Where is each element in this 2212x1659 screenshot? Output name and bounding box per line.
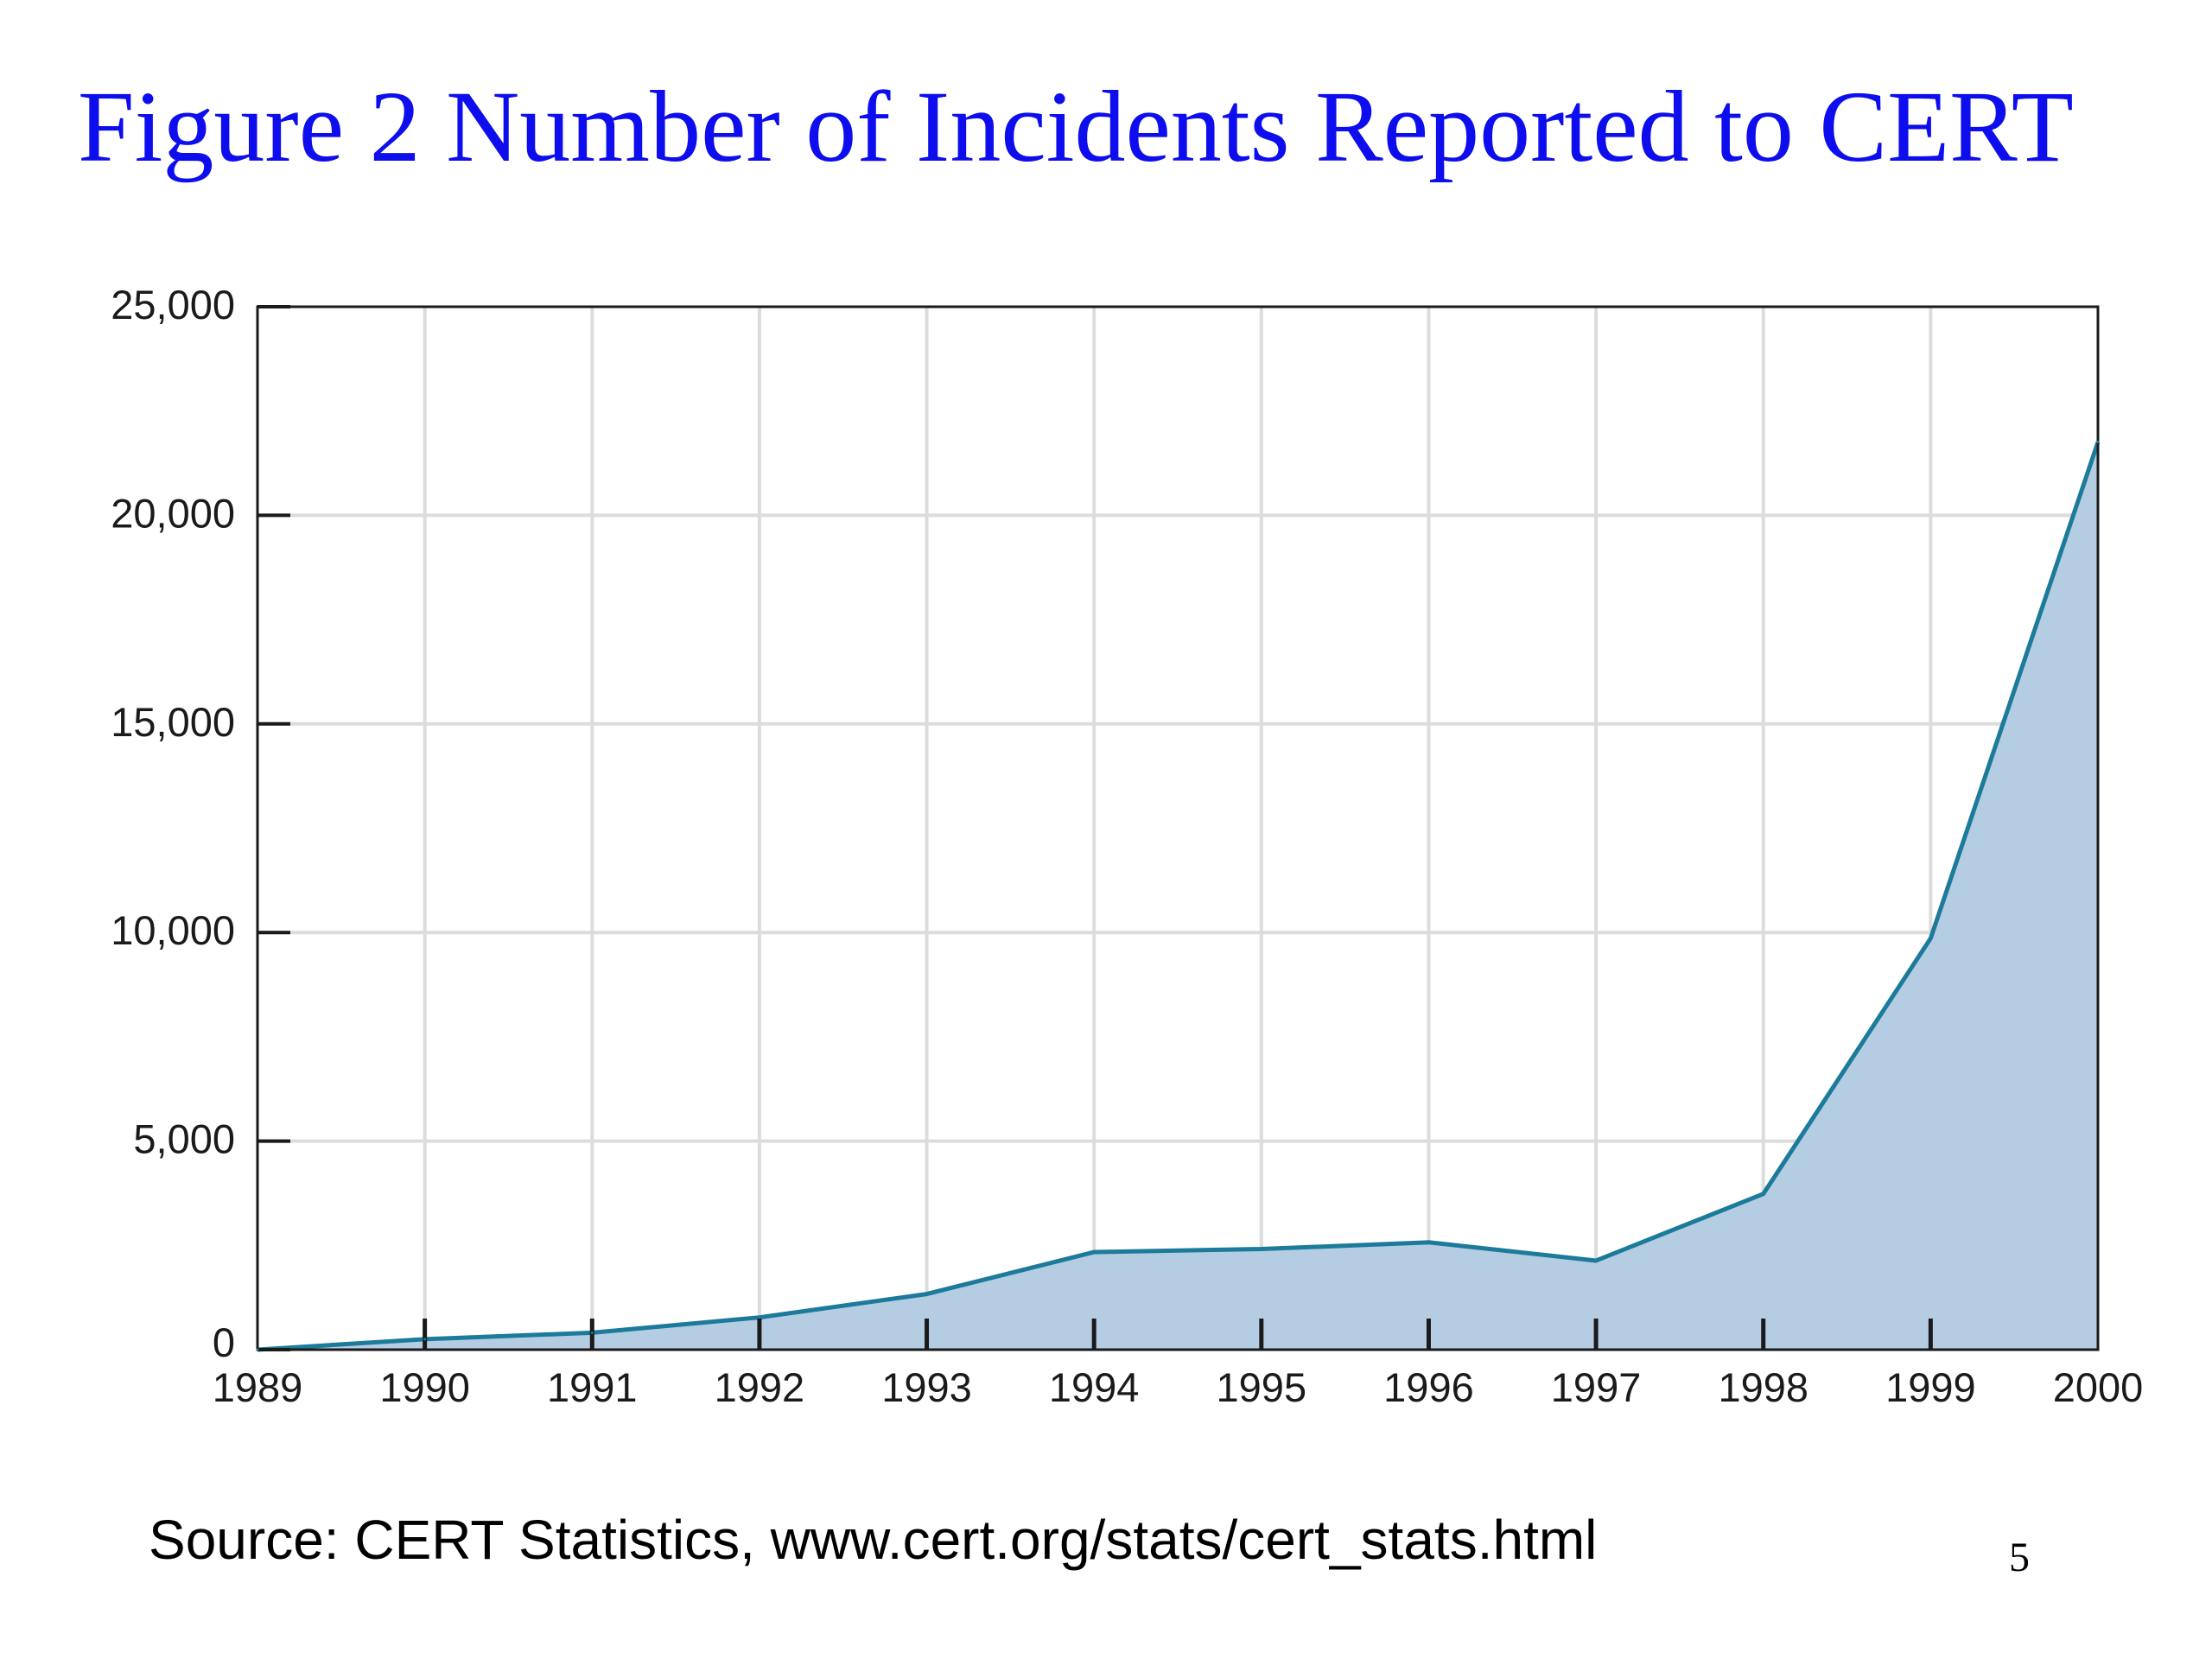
data-point-1999: [1929, 937, 1932, 940]
x-tick-label: 1998: [1718, 1364, 1808, 1410]
slide-title: Figure 2 Number of Incidents Reported to…: [78, 70, 2074, 183]
source-note: Source: CERT Statistics, www.cert.org/st…: [149, 1509, 1598, 1571]
y-tick-label: 5,000: [133, 1116, 235, 1162]
y-axis-tick-labels: 0 5,000 10,000 15,000 20,000 25,000: [111, 282, 235, 1365]
x-tick-label: 1994: [1049, 1364, 1140, 1410]
incidents-series-line: [257, 441, 2101, 1352]
x-tick-label: 1996: [1383, 1364, 1474, 1410]
y-tick-label: 25,000: [111, 282, 235, 327]
data-point-1997: [1594, 1259, 1598, 1262]
data-point-2000: [2096, 441, 2100, 444]
y-tick-label: 20,000: [111, 490, 235, 536]
y-tick-label: 10,000: [111, 907, 235, 953]
data-point-1996: [1427, 1241, 1430, 1244]
x-tick-label: 1989: [213, 1364, 303, 1410]
axis-ticks: [257, 305, 1933, 1351]
y-tick-label: 0: [213, 1319, 235, 1365]
data-point-1995: [1260, 1248, 1263, 1251]
page-number: 5: [2009, 1535, 2030, 1580]
plot-frame: [256, 305, 2100, 1351]
data-point-1991: [590, 1331, 594, 1334]
x-tick-label: 2000: [2053, 1364, 2144, 1410]
y-tick-label: 15,000: [111, 699, 235, 745]
data-point-1993: [925, 1293, 929, 1296]
x-tick-label: 1997: [1551, 1364, 1642, 1410]
data-points: [256, 441, 2100, 1351]
data-point-1989: [256, 1348, 259, 1351]
data-point-1998: [1762, 1192, 1765, 1196]
data-point-1992: [758, 1316, 761, 1319]
x-tick-label: 1995: [1217, 1364, 1307, 1410]
x-axis-tick-labels: 1989 1990 1991 1992 1993 1994 1995 1996 1997 1998…: [213, 1364, 2144, 1410]
data-point-1990: [423, 1338, 427, 1341]
data-point-1994: [1092, 1250, 1096, 1254]
x-tick-label: 1993: [881, 1364, 972, 1410]
x-tick-label: 1990: [379, 1364, 470, 1410]
x-tick-label: 1992: [715, 1364, 805, 1410]
incidents-area-fill: [257, 442, 2098, 1350]
x-tick-label: 1991: [547, 1364, 638, 1410]
x-tick-label: 1999: [1885, 1364, 1976, 1410]
